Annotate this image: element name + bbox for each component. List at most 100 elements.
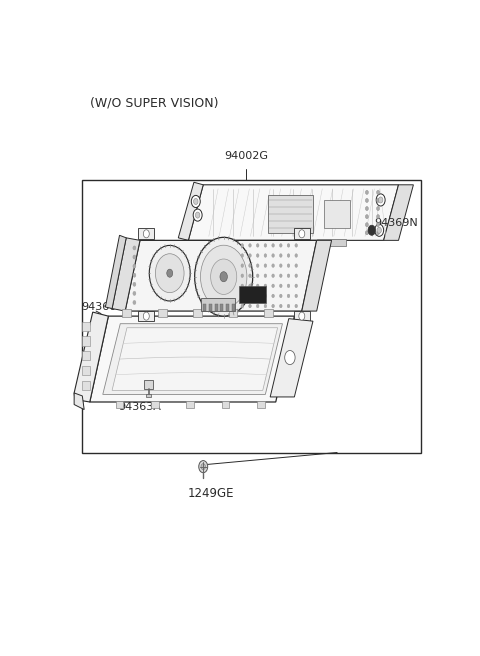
Circle shape — [133, 273, 136, 277]
Polygon shape — [122, 308, 132, 317]
Circle shape — [375, 224, 384, 236]
Circle shape — [272, 284, 275, 287]
Polygon shape — [294, 311, 310, 321]
Circle shape — [295, 254, 298, 257]
Circle shape — [201, 245, 247, 308]
Circle shape — [279, 274, 282, 277]
Circle shape — [376, 194, 385, 206]
Circle shape — [249, 304, 252, 308]
Circle shape — [249, 274, 252, 277]
Bar — [83, 180, 421, 453]
Circle shape — [195, 237, 252, 316]
Circle shape — [256, 243, 259, 247]
Text: (W/O SUPER VISION): (W/O SUPER VISION) — [90, 96, 218, 110]
Circle shape — [264, 284, 267, 287]
Circle shape — [272, 264, 275, 268]
Bar — [232, 304, 235, 310]
Bar — [209, 304, 212, 310]
Polygon shape — [257, 401, 264, 408]
Bar — [202, 298, 235, 311]
Circle shape — [295, 294, 298, 298]
Polygon shape — [384, 185, 413, 240]
Text: 94363A: 94363A — [119, 402, 161, 412]
Polygon shape — [178, 182, 203, 240]
Circle shape — [287, 274, 290, 277]
Circle shape — [211, 259, 237, 295]
Circle shape — [272, 254, 275, 257]
Circle shape — [133, 300, 136, 304]
Polygon shape — [83, 366, 90, 375]
Polygon shape — [151, 401, 158, 408]
Circle shape — [192, 195, 200, 207]
Circle shape — [272, 243, 275, 247]
Polygon shape — [83, 351, 90, 360]
Polygon shape — [138, 311, 155, 321]
Text: 94360H: 94360H — [81, 302, 125, 312]
Polygon shape — [125, 240, 317, 311]
Circle shape — [195, 212, 200, 218]
Circle shape — [365, 207, 368, 211]
Circle shape — [299, 312, 305, 320]
Circle shape — [287, 264, 290, 268]
Polygon shape — [112, 238, 140, 311]
Circle shape — [272, 304, 275, 308]
Circle shape — [256, 264, 259, 268]
Circle shape — [264, 274, 267, 277]
Circle shape — [295, 264, 298, 268]
Bar — [146, 394, 151, 397]
Polygon shape — [103, 323, 282, 394]
Circle shape — [199, 461, 208, 473]
Circle shape — [241, 304, 243, 308]
Circle shape — [249, 294, 252, 298]
Circle shape — [272, 274, 275, 277]
Circle shape — [133, 264, 136, 268]
Circle shape — [241, 294, 243, 298]
Polygon shape — [112, 328, 277, 390]
Circle shape — [193, 209, 202, 221]
Circle shape — [295, 304, 298, 308]
Circle shape — [377, 207, 380, 211]
Circle shape — [378, 197, 383, 203]
Circle shape — [264, 294, 267, 298]
Circle shape — [365, 190, 368, 194]
Circle shape — [249, 284, 252, 287]
Bar — [226, 304, 229, 310]
Polygon shape — [74, 393, 84, 409]
Circle shape — [133, 255, 136, 259]
Bar — [144, 380, 153, 389]
Circle shape — [377, 198, 380, 203]
Text: 94120A: 94120A — [147, 251, 191, 262]
Circle shape — [279, 243, 282, 247]
Bar — [268, 195, 313, 233]
Circle shape — [201, 464, 205, 470]
Circle shape — [249, 243, 252, 247]
Circle shape — [256, 274, 259, 277]
Circle shape — [279, 294, 282, 298]
Circle shape — [365, 222, 368, 227]
Bar — [317, 239, 347, 247]
Polygon shape — [294, 228, 310, 239]
Circle shape — [285, 350, 295, 365]
Text: 94002G: 94002G — [224, 151, 268, 161]
Polygon shape — [116, 401, 123, 408]
Polygon shape — [74, 312, 108, 402]
Circle shape — [264, 304, 267, 308]
Circle shape — [287, 294, 290, 298]
Circle shape — [256, 284, 259, 287]
Circle shape — [377, 227, 382, 234]
Circle shape — [295, 243, 298, 247]
Circle shape — [241, 284, 243, 287]
Polygon shape — [222, 401, 229, 408]
Circle shape — [368, 225, 375, 236]
Polygon shape — [83, 321, 90, 331]
Circle shape — [279, 264, 282, 268]
Circle shape — [133, 246, 136, 250]
Circle shape — [264, 264, 267, 268]
Circle shape — [299, 230, 305, 238]
Bar — [239, 286, 266, 304]
Circle shape — [193, 198, 198, 205]
Polygon shape — [138, 228, 155, 239]
Circle shape — [287, 254, 290, 257]
Polygon shape — [158, 308, 167, 317]
Circle shape — [241, 254, 243, 257]
